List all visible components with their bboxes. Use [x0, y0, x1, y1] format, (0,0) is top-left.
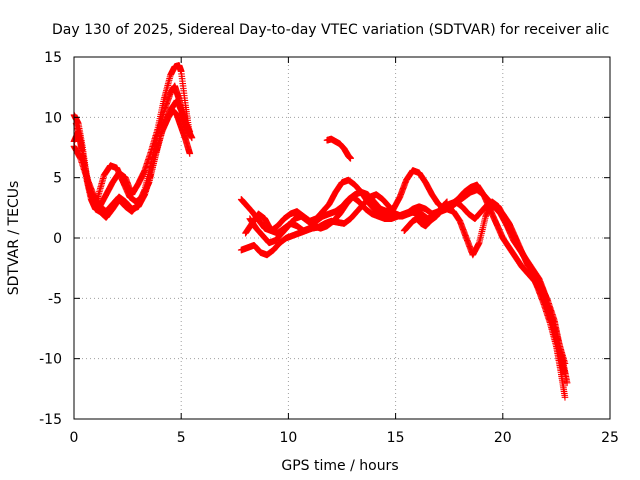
y-tick-label: 15 — [44, 50, 62, 66]
y-tick-label: 5 — [53, 171, 62, 187]
x-tick-label: 15 — [387, 430, 405, 446]
data-points — [70, 62, 571, 401]
x-tick-label: 0 — [70, 430, 79, 446]
x-tick-label: 25 — [601, 430, 619, 446]
series-track-9 — [323, 135, 354, 162]
y-tick-label: 10 — [44, 110, 62, 126]
grid — [74, 57, 610, 419]
y-tick-label: 0 — [53, 231, 62, 247]
chart-title: Day 130 of 2025, Sidereal Day-to-day VTE… — [52, 22, 609, 38]
x-tick-label: 5 — [177, 430, 186, 446]
x-tick-label: 20 — [494, 430, 512, 446]
y-tick-label: -10 — [39, 352, 62, 368]
y-tick-label: -5 — [48, 291, 62, 307]
data-point — [188, 134, 196, 142]
x-tick-label: 10 — [279, 430, 297, 446]
series-track-5 — [237, 167, 571, 387]
series-track-8 — [246, 193, 569, 367]
x-axis-label: GPS time / hours — [281, 458, 398, 474]
y-axis-label: SDTVAR / TECUs — [6, 181, 22, 296]
axis-tick-labels: 0 5 10 15 20 25 -15 -10 -5 0 5 10 15 — [39, 50, 619, 446]
y-tick-label: -15 — [39, 412, 62, 428]
